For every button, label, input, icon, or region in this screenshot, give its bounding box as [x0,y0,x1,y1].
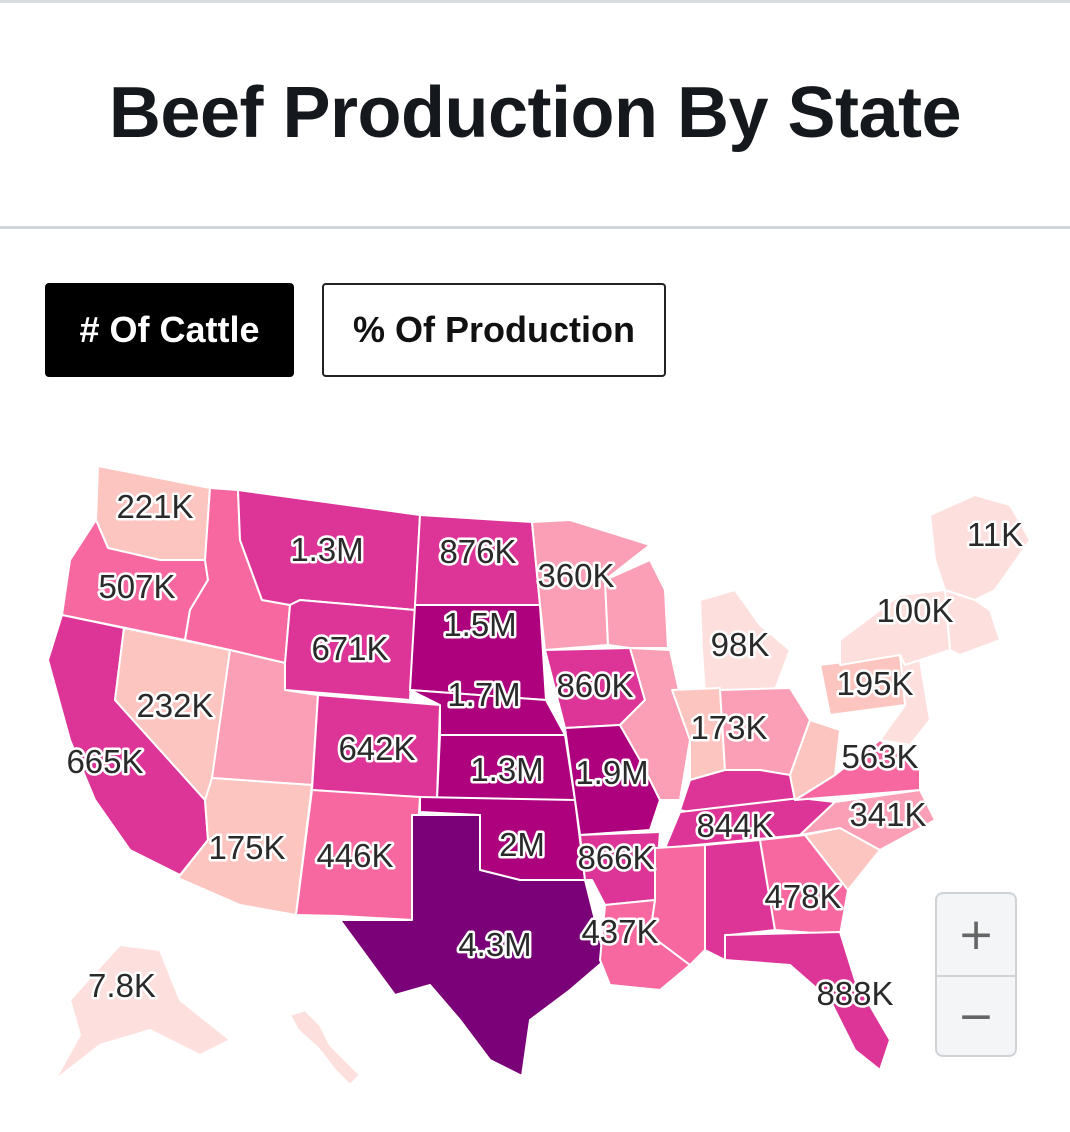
state-georgia[interactable] [759,834,849,936]
value-label-oklahoma: 2M [499,826,545,863]
zoom-in-button[interactable]: + [957,908,995,960]
value-label-north-dakota: 876K [439,533,516,570]
title-divider [0,226,1070,229]
value-label-texas: 4.3M [458,926,531,963]
zoom-out-button[interactable]: − [937,974,1015,1056]
value-label-alaska: 7.8K [88,967,156,1004]
value-label-arizona: 175K [208,829,285,866]
page-title: Beef Production By State [108,73,962,153]
value-label-kansas: 1.3M [470,751,543,788]
cattle-count-toggle-button[interactable]: # Of Cattle [45,283,294,377]
value-label-michigan: 98K [711,626,770,663]
value-label-new-mexico: 446K [316,837,393,874]
state-texas[interactable] [339,814,606,1077]
value-label-wyoming: 671K [311,630,388,667]
value-label-pennsylvania: 195K [836,665,913,702]
state-michigan[interactable] [699,589,791,696]
value-label-oregon: 507K [98,568,175,605]
value-label-maine: 11K [967,516,1023,553]
value-label-iowa: 860K [556,667,633,704]
production-percent-toggle-button[interactable]: % Of Production [322,283,666,377]
value-label-arkansas: 866K [577,839,654,876]
us-choropleth-map[interactable]: 221K 507K 665K 232K 1.3M 671K 175K 642K 446K 876K… [0,430,1070,1132]
value-label-georgia: 478K [764,878,841,915]
state-new-mexico[interactable] [295,789,421,921]
state-florida[interactable] [724,931,891,1071]
state-illinois[interactable] [619,647,691,801]
value-label-louisiana: 437K [581,913,658,950]
value-label-nevada: 232K [136,687,213,724]
hawaii-islands[interactable] [289,1009,361,1086]
value-label-montana: 1.3M [290,531,363,568]
value-label-washington: 221K [116,488,193,525]
value-label-tennessee: 844K [696,807,773,844]
value-label-nebraska: 1.7M [447,676,520,713]
value-label-new-york: 100K [876,592,953,629]
value-label-colorado: 642K [338,730,415,767]
zoom-control: + − [935,892,1017,1057]
value-label-florida: 888K [816,975,893,1012]
state-west-virginia[interactable] [789,719,841,801]
value-label-california: 665K [66,743,143,780]
state-wisconsin[interactable] [604,559,669,649]
value-label-minnesota: 360K [537,557,614,594]
value-label-south-dakota: 1.5M [443,606,516,643]
state-north-carolina[interactable] [799,789,936,851]
top-divider [0,0,1070,3]
value-label-missouri: 1.9M [575,754,648,791]
state-maine[interactable] [929,494,1031,601]
value-label-indiana: 173K [690,709,767,746]
value-label-virginia: 563K [841,738,918,775]
state-new-york[interactable] [839,589,951,666]
value-label-north-carolina: 341K [849,796,926,833]
map-canvas: 221K 507K 665K 232K 1.3M 671K 175K 642K 446K 876K… [47,465,1031,1086]
state-alaska[interactable] [54,944,231,1081]
